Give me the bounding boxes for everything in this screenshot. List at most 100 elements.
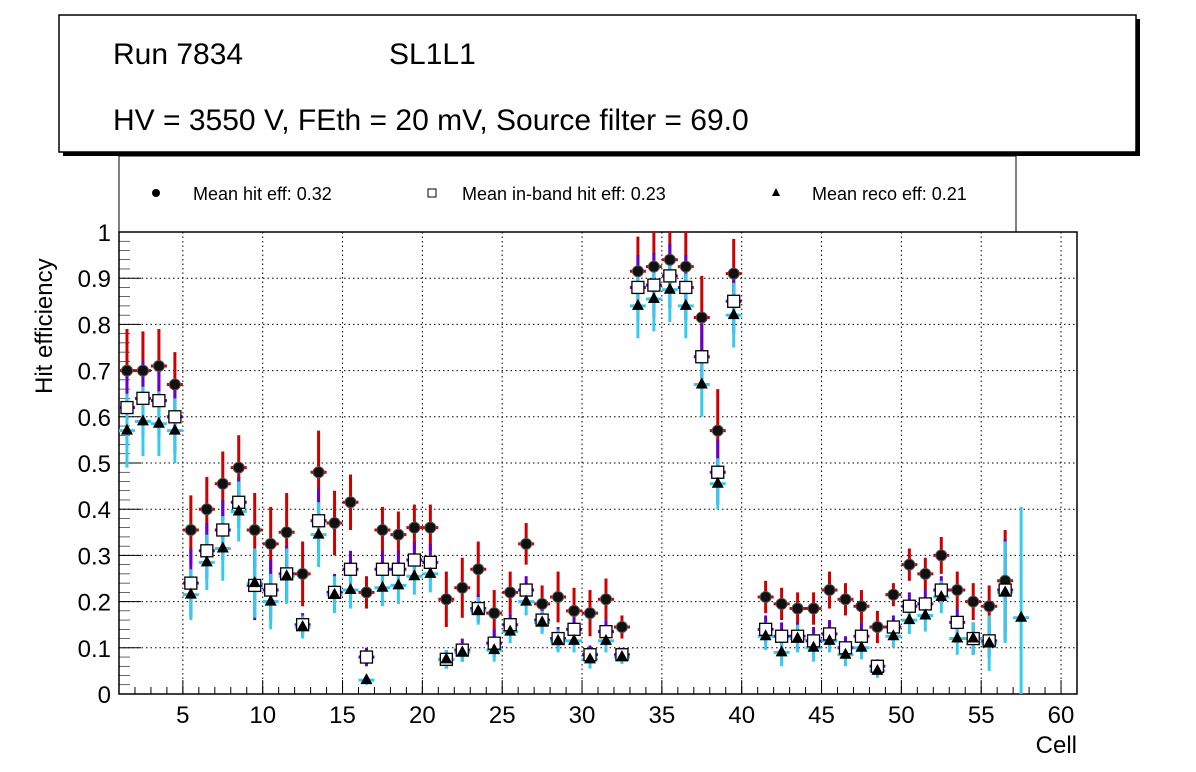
data-point-hit	[424, 521, 437, 534]
data-point-inband	[423, 555, 438, 569]
legend-marker-hit	[152, 189, 160, 197]
data-point-reco	[759, 629, 772, 641]
data-point-hit	[520, 537, 533, 550]
x-axis-title: Cell	[1036, 732, 1077, 759]
y-axis-title: Hit efficiency	[31, 258, 58, 394]
data-point-inband	[184, 576, 198, 590]
data-point-hit	[216, 477, 229, 490]
data-point-hit	[759, 590, 772, 603]
x-tick-label: 20	[409, 702, 436, 729]
data-point-hit	[711, 424, 724, 437]
data-point-hit	[120, 364, 133, 377]
data-point-hit	[296, 567, 309, 580]
data-point-reco	[711, 476, 724, 488]
data-point-reco	[775, 645, 788, 657]
data-point-reco	[168, 423, 181, 435]
data-point-inband	[343, 562, 358, 576]
data-point-hit	[983, 600, 996, 613]
data-point-reco	[807, 640, 820, 652]
series-reco-markers	[120, 282, 1028, 685]
data-point-inband	[695, 350, 709, 364]
data-point-hit	[615, 621, 628, 634]
data-point-reco	[456, 645, 469, 657]
y-tick-label: 1	[98, 220, 111, 247]
title-layer: SL1L1	[389, 38, 476, 71]
data-point-inband	[200, 544, 214, 558]
data-point-hit	[903, 558, 916, 571]
data-point-inband	[519, 583, 533, 597]
data-point-reco	[216, 541, 229, 553]
data-point-reco	[200, 555, 213, 567]
data-point-reco	[1015, 610, 1028, 622]
data-point-reco	[392, 578, 405, 590]
x-tick-label: 30	[569, 702, 596, 729]
data-point-reco	[136, 414, 149, 426]
y-tick-label: 0.1	[78, 636, 111, 663]
data-point-reco	[695, 377, 708, 389]
data-point-hit	[472, 563, 485, 576]
series-inband-errors	[119, 243, 1014, 674]
data-point-hit	[823, 584, 836, 597]
data-point-reco	[903, 613, 916, 625]
data-point-inband	[918, 597, 932, 611]
data-point-reco	[999, 585, 1012, 597]
data-point-reco	[264, 594, 277, 606]
data-point-reco	[951, 631, 964, 643]
data-point-hit	[392, 528, 405, 541]
data-point-reco	[520, 594, 533, 606]
data-point-reco	[488, 643, 501, 655]
data-point-reco	[152, 416, 165, 428]
legend-marker-inband	[427, 188, 437, 198]
data-point-reco	[424, 566, 437, 578]
grid	[119, 232, 1077, 694]
data-point-reco	[855, 640, 868, 652]
data-point-inband	[663, 269, 677, 283]
data-point-reco	[552, 633, 565, 645]
y-tick-label: 0.8	[78, 312, 111, 339]
x-tick-label: 40	[728, 702, 755, 729]
data-point-inband	[375, 562, 390, 576]
data-point-reco	[232, 504, 245, 516]
data-point-inband	[902, 599, 916, 613]
data-point-hit	[248, 523, 261, 536]
data-point-inband	[359, 650, 374, 664]
data-point-reco	[599, 633, 612, 645]
data-point-reco	[184, 587, 197, 599]
data-point-reco	[983, 636, 996, 648]
data-point-reco	[360, 673, 373, 685]
x-tick-label: 55	[968, 702, 995, 729]
data-point-reco	[631, 298, 644, 310]
x-tick-label: 15	[329, 702, 356, 729]
data-point-reco	[679, 298, 692, 310]
data-point-hit	[200, 503, 213, 516]
data-point-inband	[136, 391, 150, 405]
x-tick-label: 50	[888, 702, 915, 729]
data-point-inband	[311, 514, 326, 528]
data-point-hit	[695, 311, 708, 324]
data-point-inband	[407, 553, 422, 567]
data-point-hit	[584, 607, 597, 620]
data-point-hit	[839, 593, 852, 606]
data-point-hit	[408, 521, 421, 534]
data-point-reco	[887, 629, 900, 641]
series-hit-markers	[120, 253, 1012, 634]
legend-label-inband: Mean in-band hit eff: 0.23	[462, 184, 666, 204]
data-point-inband	[216, 523, 230, 537]
data-point-reco	[296, 620, 309, 632]
y-tick-label: 0.4	[78, 497, 111, 524]
title-conditions: HV = 3550 V, FEth = 20 mV, Source filter…	[113, 104, 749, 137]
data-point-hit	[647, 260, 660, 273]
data-point-inband	[168, 410, 182, 424]
x-tick-label: 10	[249, 702, 276, 729]
data-point-reco	[472, 603, 485, 615]
data-point-inband	[152, 393, 166, 408]
data-point-hit	[456, 581, 469, 594]
y-tick-label: 0.7	[78, 359, 111, 386]
data-point-reco	[408, 569, 421, 581]
data-point-hit	[152, 359, 165, 372]
legend-box	[118, 155, 1017, 233]
data-point-hit	[727, 267, 740, 280]
data-point-hit	[504, 586, 517, 599]
x-tick-label: 60	[1048, 702, 1075, 729]
data-point-hit	[951, 584, 964, 597]
